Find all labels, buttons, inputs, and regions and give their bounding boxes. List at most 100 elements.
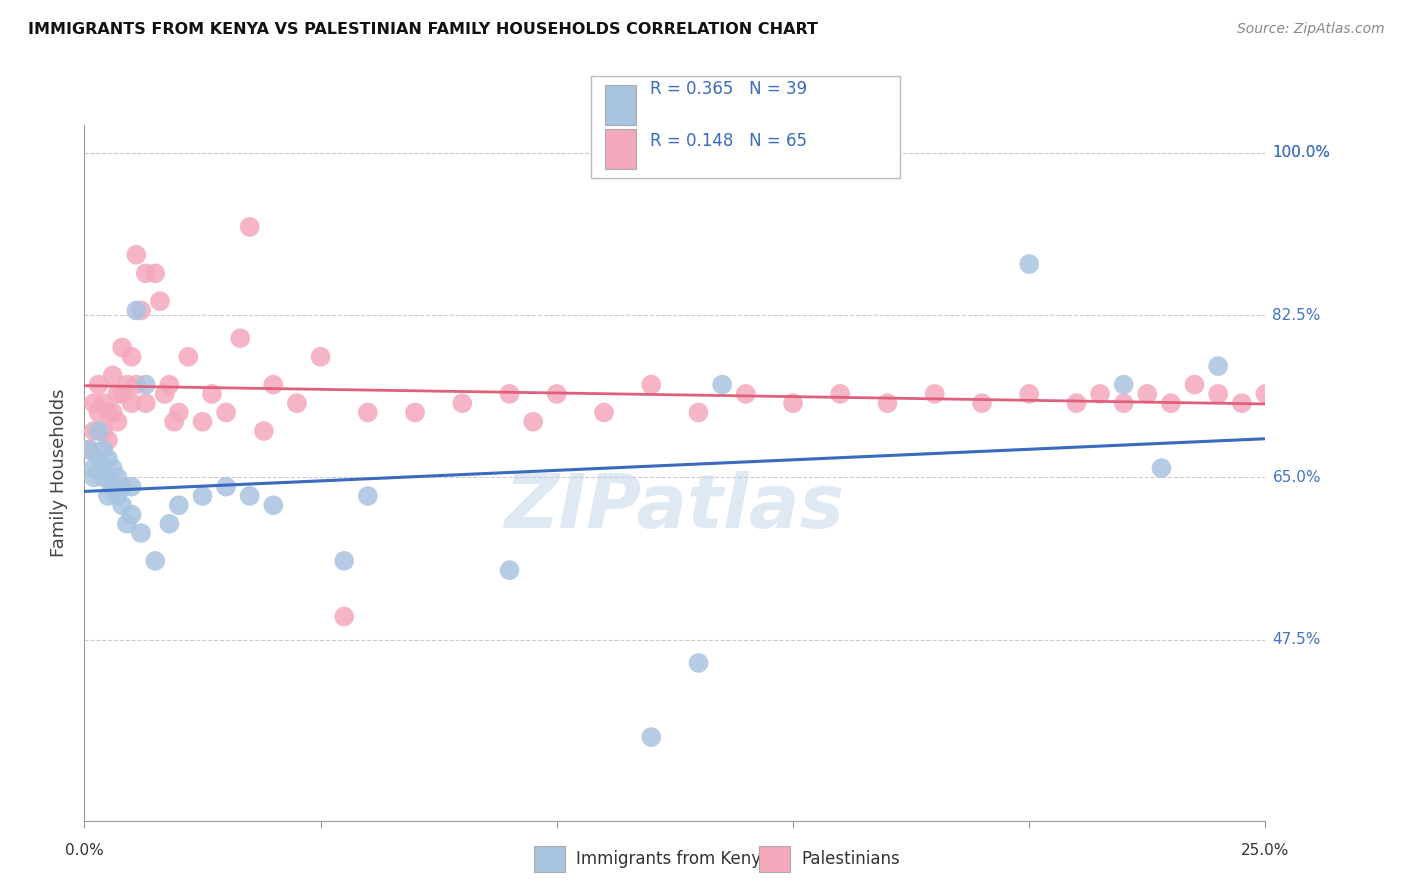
Point [711, 377, 734, 392]
Point [498, 387, 520, 401]
Point [167, 498, 190, 512]
Point [121, 350, 143, 364]
Text: 25.0%: 25.0% [1241, 843, 1289, 858]
Point [253, 424, 276, 438]
Text: Source: ZipAtlas.com: Source: ZipAtlas.com [1237, 22, 1385, 37]
Point [157, 377, 180, 392]
Point [782, 396, 804, 410]
Text: 0.0%: 0.0% [65, 843, 104, 858]
Point [333, 554, 356, 568]
Text: 100.0%: 100.0% [1272, 145, 1330, 161]
Point [101, 368, 124, 383]
Point [135, 377, 157, 392]
Point [83, 461, 105, 475]
Point [107, 387, 129, 401]
Point [77, 442, 100, 457]
Point [191, 489, 214, 503]
Point [1112, 377, 1135, 392]
Point [1088, 387, 1111, 401]
Point [153, 387, 176, 401]
Point [593, 405, 616, 419]
Point [149, 294, 172, 309]
Point [924, 387, 946, 401]
Text: Palestinians: Palestinians [801, 850, 900, 868]
Point [1254, 387, 1277, 401]
Point [111, 341, 134, 355]
Point [1206, 359, 1229, 373]
Point [191, 415, 214, 429]
Point [101, 480, 124, 494]
Point [229, 331, 252, 345]
Point [121, 396, 143, 410]
Point [177, 350, 200, 364]
Point [1066, 396, 1088, 410]
Point [688, 656, 710, 670]
Point [83, 424, 105, 438]
Point [87, 451, 110, 466]
Point [87, 377, 110, 392]
Point [876, 396, 898, 410]
Point [688, 405, 710, 419]
Point [83, 396, 105, 410]
Point [97, 451, 120, 466]
Y-axis label: Family Households: Family Households [51, 389, 69, 557]
Point [1018, 257, 1040, 271]
Point [215, 405, 238, 419]
Point [125, 248, 148, 262]
Point [115, 516, 138, 531]
Point [404, 405, 426, 419]
Point [125, 303, 148, 318]
Point [357, 489, 380, 503]
Point [91, 424, 114, 438]
Point [262, 377, 284, 392]
Point [522, 415, 544, 429]
Text: IMMIGRANTS FROM KENYA VS PALESTINIAN FAMILY HOUSEHOLDS CORRELATION CHART: IMMIGRANTS FROM KENYA VS PALESTINIAN FAM… [28, 22, 818, 37]
Point [111, 498, 134, 512]
Point [101, 461, 124, 475]
Point [115, 377, 138, 392]
Point [83, 470, 105, 484]
Point [107, 470, 129, 484]
Point [215, 480, 238, 494]
Point [111, 480, 134, 494]
Point [121, 480, 143, 494]
Point [167, 405, 190, 419]
Point [91, 470, 114, 484]
Text: ZIPatlas: ZIPatlas [505, 471, 845, 544]
Point [91, 396, 114, 410]
Point [157, 516, 180, 531]
Point [239, 489, 262, 503]
Point [285, 396, 308, 410]
Point [143, 554, 166, 568]
Point [125, 377, 148, 392]
Point [97, 405, 120, 419]
Point [163, 415, 186, 429]
Point [1230, 396, 1253, 410]
Point [1184, 377, 1206, 392]
Point [640, 377, 662, 392]
Point [1160, 396, 1182, 410]
Point [129, 303, 152, 318]
Point [333, 609, 356, 624]
Text: 47.5%: 47.5% [1272, 632, 1320, 648]
Point [1112, 396, 1135, 410]
Point [135, 396, 157, 410]
Point [498, 563, 520, 577]
Point [97, 470, 120, 484]
Text: 100.0%: 100.0% [1272, 145, 1330, 161]
Point [1018, 387, 1040, 401]
Point [101, 405, 124, 419]
Point [107, 415, 129, 429]
Text: 82.5%: 82.5% [1272, 308, 1320, 323]
Point [830, 387, 852, 401]
Point [451, 396, 474, 410]
Point [239, 219, 262, 234]
Point [97, 434, 120, 448]
Point [87, 424, 110, 438]
Point [129, 526, 152, 541]
Point [135, 266, 157, 280]
Point [970, 396, 993, 410]
Point [77, 442, 100, 457]
Point [201, 387, 224, 401]
Point [121, 508, 143, 522]
